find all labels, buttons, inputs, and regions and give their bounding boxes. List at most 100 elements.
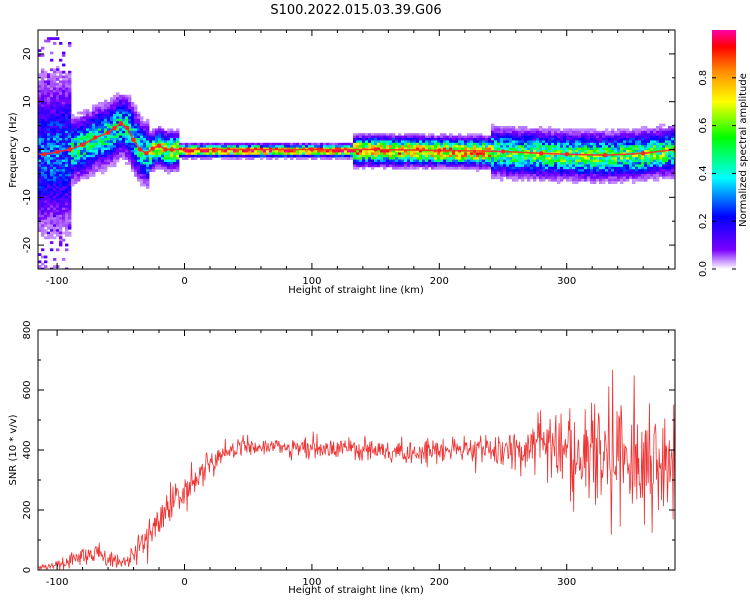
heatmap-cell (584, 157, 588, 160)
heatmap-cell (362, 154, 366, 158)
heatmap-cell (107, 157, 111, 160)
heatmap-cell (107, 135, 111, 139)
heatmap-cell (92, 145, 96, 148)
heatmap-cell (77, 159, 81, 163)
heatmap-cell (491, 142, 495, 146)
heatmap-cell (434, 152, 438, 156)
heatmap-cell (113, 102, 117, 105)
heatmap-cell (320, 152, 324, 156)
heatmap-cell (101, 164, 105, 168)
heatmap-cell (410, 140, 414, 144)
spectrogram-y-tick-label: -20 (22, 237, 33, 253)
heatmap-cell (509, 152, 513, 156)
colorbar-ticks: 0.00.20.40.60.8 (698, 70, 736, 277)
heatmap-cell (293, 142, 297, 146)
heatmap-cell (515, 174, 519, 177)
heatmap-cell (422, 157, 426, 160)
heatmap-cell (143, 142, 147, 146)
heatmap-cell (557, 147, 561, 151)
heatmap-cell (539, 126, 543, 129)
heatmap-cell (521, 142, 525, 146)
heatmap-cell (653, 178, 657, 182)
heatmap-cell (491, 157, 495, 160)
heatmap-cell (41, 75, 45, 79)
heatmap-cell (62, 238, 66, 242)
heatmap-cell (155, 140, 159, 144)
heatmap-cell (242, 152, 246, 156)
heatmap-cell (59, 82, 63, 86)
heatmap-cell (65, 133, 69, 136)
heatmap-cell (59, 224, 63, 228)
heatmap-cell (641, 130, 645, 134)
heatmap-cell (461, 135, 465, 139)
heatmap-cell (74, 133, 78, 136)
heatmap-cell (377, 162, 381, 165)
heatmap-cell (668, 130, 672, 134)
heatmap-cell (662, 130, 666, 134)
heatmap-cell (77, 121, 81, 124)
heatmap-cell (647, 176, 651, 180)
heatmap-cell (554, 176, 558, 180)
heatmap-cell (356, 142, 360, 146)
heatmap-cell (527, 166, 531, 170)
ridge-point (246, 147, 251, 152)
snr-plot (38, 369, 675, 570)
heatmap-cell (218, 142, 222, 146)
heatmap-cell (41, 116, 45, 120)
heatmap-cell (596, 169, 600, 172)
heatmap-cell (575, 169, 579, 172)
heatmap-cell (491, 152, 495, 156)
heatmap-cell (404, 166, 408, 170)
heatmap-cell (77, 150, 81, 153)
heatmap-cell (653, 133, 657, 136)
heatmap-cell (371, 138, 375, 141)
heatmap-cell (542, 176, 546, 180)
heatmap-cell (647, 171, 651, 175)
heatmap-cell (581, 159, 585, 163)
heatmap-cell (59, 90, 63, 93)
heatmap-cell (431, 159, 435, 163)
heatmap-cell (104, 140, 108, 144)
heatmap-cell (44, 171, 48, 175)
heatmap-cell (245, 157, 249, 160)
heatmap-cell (62, 111, 66, 115)
heatmap-cell (248, 154, 252, 158)
heatmap-cell (446, 162, 450, 165)
heatmap-cell (47, 75, 51, 79)
heatmap-cell (566, 174, 570, 177)
heatmap-cell (455, 135, 459, 139)
heatmap-cell (581, 152, 585, 156)
heatmap-cell (593, 128, 597, 132)
heatmap-cell (554, 150, 558, 153)
heatmap-cell (512, 159, 516, 163)
heatmap-cell (71, 145, 75, 148)
heatmap-cell (626, 150, 630, 153)
heatmap-cell (137, 133, 141, 136)
heatmap-cell (230, 145, 234, 148)
heatmap-cell (356, 166, 360, 170)
heatmap-cell (602, 138, 606, 141)
heatmap-cell (626, 133, 630, 136)
heatmap-cell (101, 140, 105, 144)
heatmap-cell (179, 154, 183, 158)
heatmap-cell (449, 147, 453, 151)
heatmap-cell (50, 104, 54, 108)
heatmap-cell (95, 123, 99, 127)
heatmap-cell (140, 130, 144, 134)
heatmap-cell (572, 150, 576, 153)
heatmap-cell (98, 142, 102, 146)
heatmap-cell (38, 176, 42, 180)
heatmap-cell (404, 140, 408, 144)
heatmap-cell (533, 133, 537, 136)
heatmap-cell (377, 164, 381, 168)
heatmap-cell (119, 150, 123, 153)
heatmap-cell (650, 176, 654, 180)
heatmap-cell (59, 111, 63, 115)
heatmap-cell (644, 166, 648, 170)
heatmap-cell (314, 145, 318, 148)
heatmap-cell (317, 142, 321, 146)
heatmap-cell (536, 133, 540, 136)
heatmap-cell (74, 162, 78, 165)
heatmap-cell (485, 142, 489, 146)
heatmap-cell (41, 157, 45, 160)
